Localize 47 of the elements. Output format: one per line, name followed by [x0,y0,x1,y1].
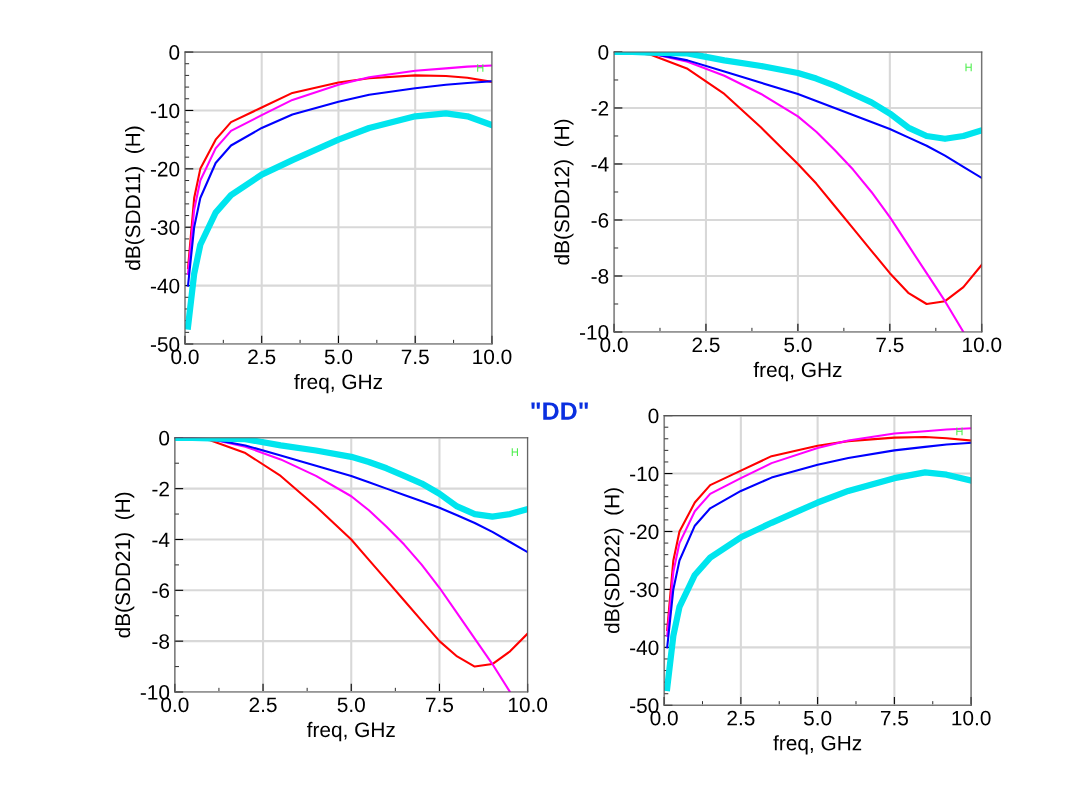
y-tick-label: 0 [598,44,609,60]
x-tick-label: 5.0 [337,697,365,713]
x-tick-label: 7.5 [880,710,908,726]
y-axis-title: dB(SDD22) (H) [604,488,624,634]
y-tick-label: -20 [630,524,659,540]
x-tick-label: 2.5 [248,349,276,365]
y-axis-title: dB(SDD12) (H) [554,119,574,265]
y-tick-label: -10 [150,103,180,119]
x-tick-label: 10.0 [963,337,1002,353]
x-tick-label: 5.0 [803,710,832,726]
x-axis-title: freq, GHz [753,361,842,382]
y-tick-label: -4 [591,157,609,172]
text: "DD" [531,402,588,420]
x-tick-label: 7.5 [876,337,904,353]
x-axis-title: freq, GHz [773,735,862,755]
x-tick-label: 2.5 [727,710,755,726]
y-tick-label: -10 [630,466,659,482]
x-axis-title: freq, GHz [294,373,382,394]
x-tick-label: 5.0 [324,349,353,365]
y-tick-label: -20 [150,161,180,177]
y-tick-label: -40 [630,640,659,656]
x-tick-label: 10.0 [952,710,991,726]
y-tick-label: -6 [152,583,170,599]
y-axis-title: dB(SDD11) (H) [125,126,145,270]
y-tick-label: 0 [648,408,659,424]
annotation: H [511,448,518,457]
x-tick-label: 10.0 [473,349,512,365]
y-tick-label: -2 [152,481,169,497]
y-tick-label: -4 [152,532,170,548]
y-tick-label: 0 [159,430,170,446]
x-tick-label: 7.5 [426,697,454,713]
annotation: H [965,63,972,72]
x-axis-title: freq, GHz [306,721,395,742]
x-tick-label: 2.5 [692,337,720,353]
x-tick-label: 5.0 [784,337,812,353]
x-tick-label: 7.5 [401,349,429,365]
y-tick-label: -8 [152,634,170,649]
x-tick-label: 2.5 [249,697,277,713]
x-tick-label: 10.0 [508,697,548,713]
y-tick-label: -6 [591,212,609,228]
y-tick-label: -30 [150,220,180,235]
y-tick-label: -2 [591,100,609,116]
y-tick-label: -30 [630,582,659,598]
y-tick-label: -8 [591,269,609,284]
y-tick-label: 0 [169,45,180,60]
y-tick-label: -40 [150,278,180,294]
y-axis-title: dB(SDD21) (H) [114,492,135,638]
